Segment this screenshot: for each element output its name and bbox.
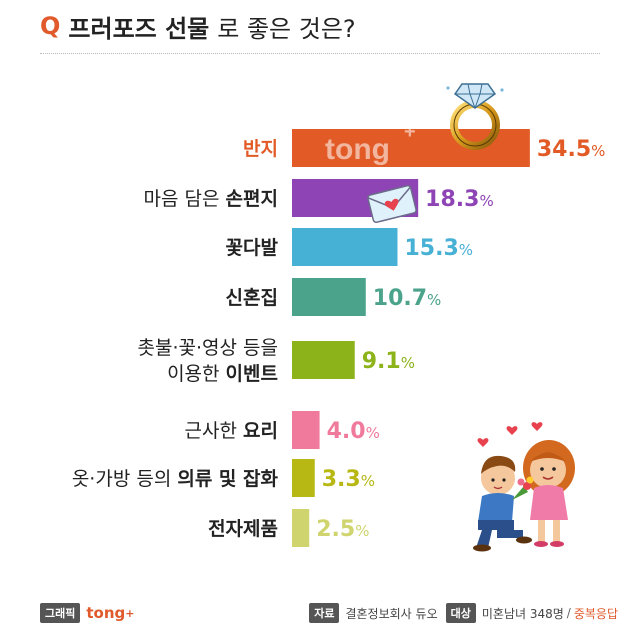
footer-separator: / [566, 606, 571, 620]
value-label-3: 10.7% [373, 286, 442, 311]
brand-plus-icon: + [125, 606, 135, 620]
title-q-mark: Q [40, 12, 61, 40]
category-label-3: 신혼집 [226, 286, 278, 309]
value-label-1: 18.3% [425, 187, 494, 212]
bar-4 [292, 341, 355, 379]
response-text: 중복응답 [573, 606, 618, 621]
category-label-6: 옷·가방 등의 의류 및 잡화 [72, 468, 279, 490]
title-bold: 프러포즈 선물 [68, 14, 210, 43]
value-label-5: 4.0% [327, 419, 380, 444]
watermark-text: tong [325, 133, 390, 166]
category-label-7: 전자제품 [208, 518, 278, 540]
watermark-plus-icon: + [404, 121, 416, 143]
category-label-4-line-0: 촛불·꽃·영상 등을 [138, 337, 278, 359]
category-label-0: 반지 [243, 138, 278, 160]
value-label-4: 9.1% [362, 349, 415, 374]
category-label-4-line-1: 이용한 이벤트 [167, 363, 278, 385]
bar-3 [292, 278, 366, 316]
love-letter-icon [367, 184, 417, 224]
value-label-6: 3.3% [322, 467, 375, 492]
value-label-0: 34.5% [537, 137, 606, 162]
value-label-7: 2.5% [316, 517, 369, 542]
category-label-5: 근사한 요리 [185, 420, 278, 442]
category-label-2: 꽃다발 [226, 237, 279, 259]
proposal-couple-illustration [473, 422, 575, 552]
bar-7 [292, 509, 310, 547]
value-label-2: 15.3% [404, 236, 473, 261]
category-label-1: 마음 담은 손편지 [144, 188, 278, 210]
footer-credit: 그래픽 tong + [40, 603, 135, 623]
diamond-ring-icon [446, 83, 504, 150]
source-text: 결혼정보회사 듀오 [345, 606, 438, 621]
footer: 그래픽 tong + 자료 결혼정보회사 듀오 대상 미혼남녀 348명 / 중… [0, 586, 640, 634]
page-title: Q 프러포즈 선물 로 좋은 것은? [40, 6, 356, 46]
title-divider [40, 53, 600, 54]
bar-5 [292, 411, 320, 449]
bar-6 [292, 459, 315, 497]
footer-source: 자료 결혼정보회사 듀오 대상 미혼남녀 348명 / 중복응답 [309, 603, 618, 623]
source-tag: 자료 [309, 603, 340, 623]
bar-2 [292, 228, 398, 266]
target-text: 미혼남녀 348명 [481, 606, 564, 621]
footer-brand-logo: tong [86, 604, 126, 622]
title-regular: 로 좋은 것은? [217, 14, 356, 43]
target-tag: 대상 [445, 603, 476, 623]
graphic-tag: 그래픽 [40, 603, 81, 623]
